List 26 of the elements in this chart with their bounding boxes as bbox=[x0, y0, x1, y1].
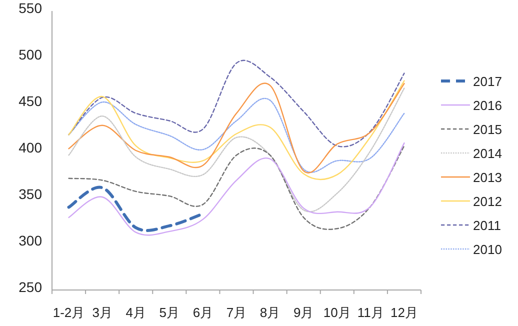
y-tick-label: 300 bbox=[18, 232, 42, 248]
legend-label: 2017 bbox=[473, 74, 502, 89]
y-tick-label: 400 bbox=[18, 140, 42, 156]
legend-label: 2012 bbox=[473, 194, 502, 209]
y-tick-label: 550 bbox=[18, 0, 42, 16]
x-tick-label: 11月 bbox=[357, 305, 384, 320]
x-tick-label: 7月 bbox=[226, 305, 247, 320]
legend-label: 2014 bbox=[473, 146, 502, 161]
x-tick-label: 3月 bbox=[92, 305, 112, 320]
x-tick-label: 1-2月 bbox=[52, 305, 85, 320]
y-tick-label: 250 bbox=[18, 279, 42, 295]
y-tick-label: 350 bbox=[18, 186, 42, 202]
x-tick-label: 5月 bbox=[159, 305, 180, 320]
legend-label: 2015 bbox=[473, 122, 502, 137]
x-tick-label: 12月 bbox=[390, 305, 418, 320]
x-tick-label: 9月 bbox=[293, 305, 314, 320]
y-tick-label: 500 bbox=[18, 46, 42, 62]
x-tick-label: 10月 bbox=[323, 305, 351, 320]
legend-label: 2013 bbox=[473, 170, 502, 185]
y-tick-label: 450 bbox=[18, 93, 42, 109]
legend-label: 2011 bbox=[473, 218, 501, 233]
legend-label: 2016 bbox=[473, 98, 502, 113]
x-tick-label: 8月 bbox=[260, 305, 280, 320]
x-tick-label: 4月 bbox=[126, 305, 146, 320]
x-tick-label: 6月 bbox=[192, 305, 214, 320]
legend-label: 2010 bbox=[473, 242, 502, 257]
